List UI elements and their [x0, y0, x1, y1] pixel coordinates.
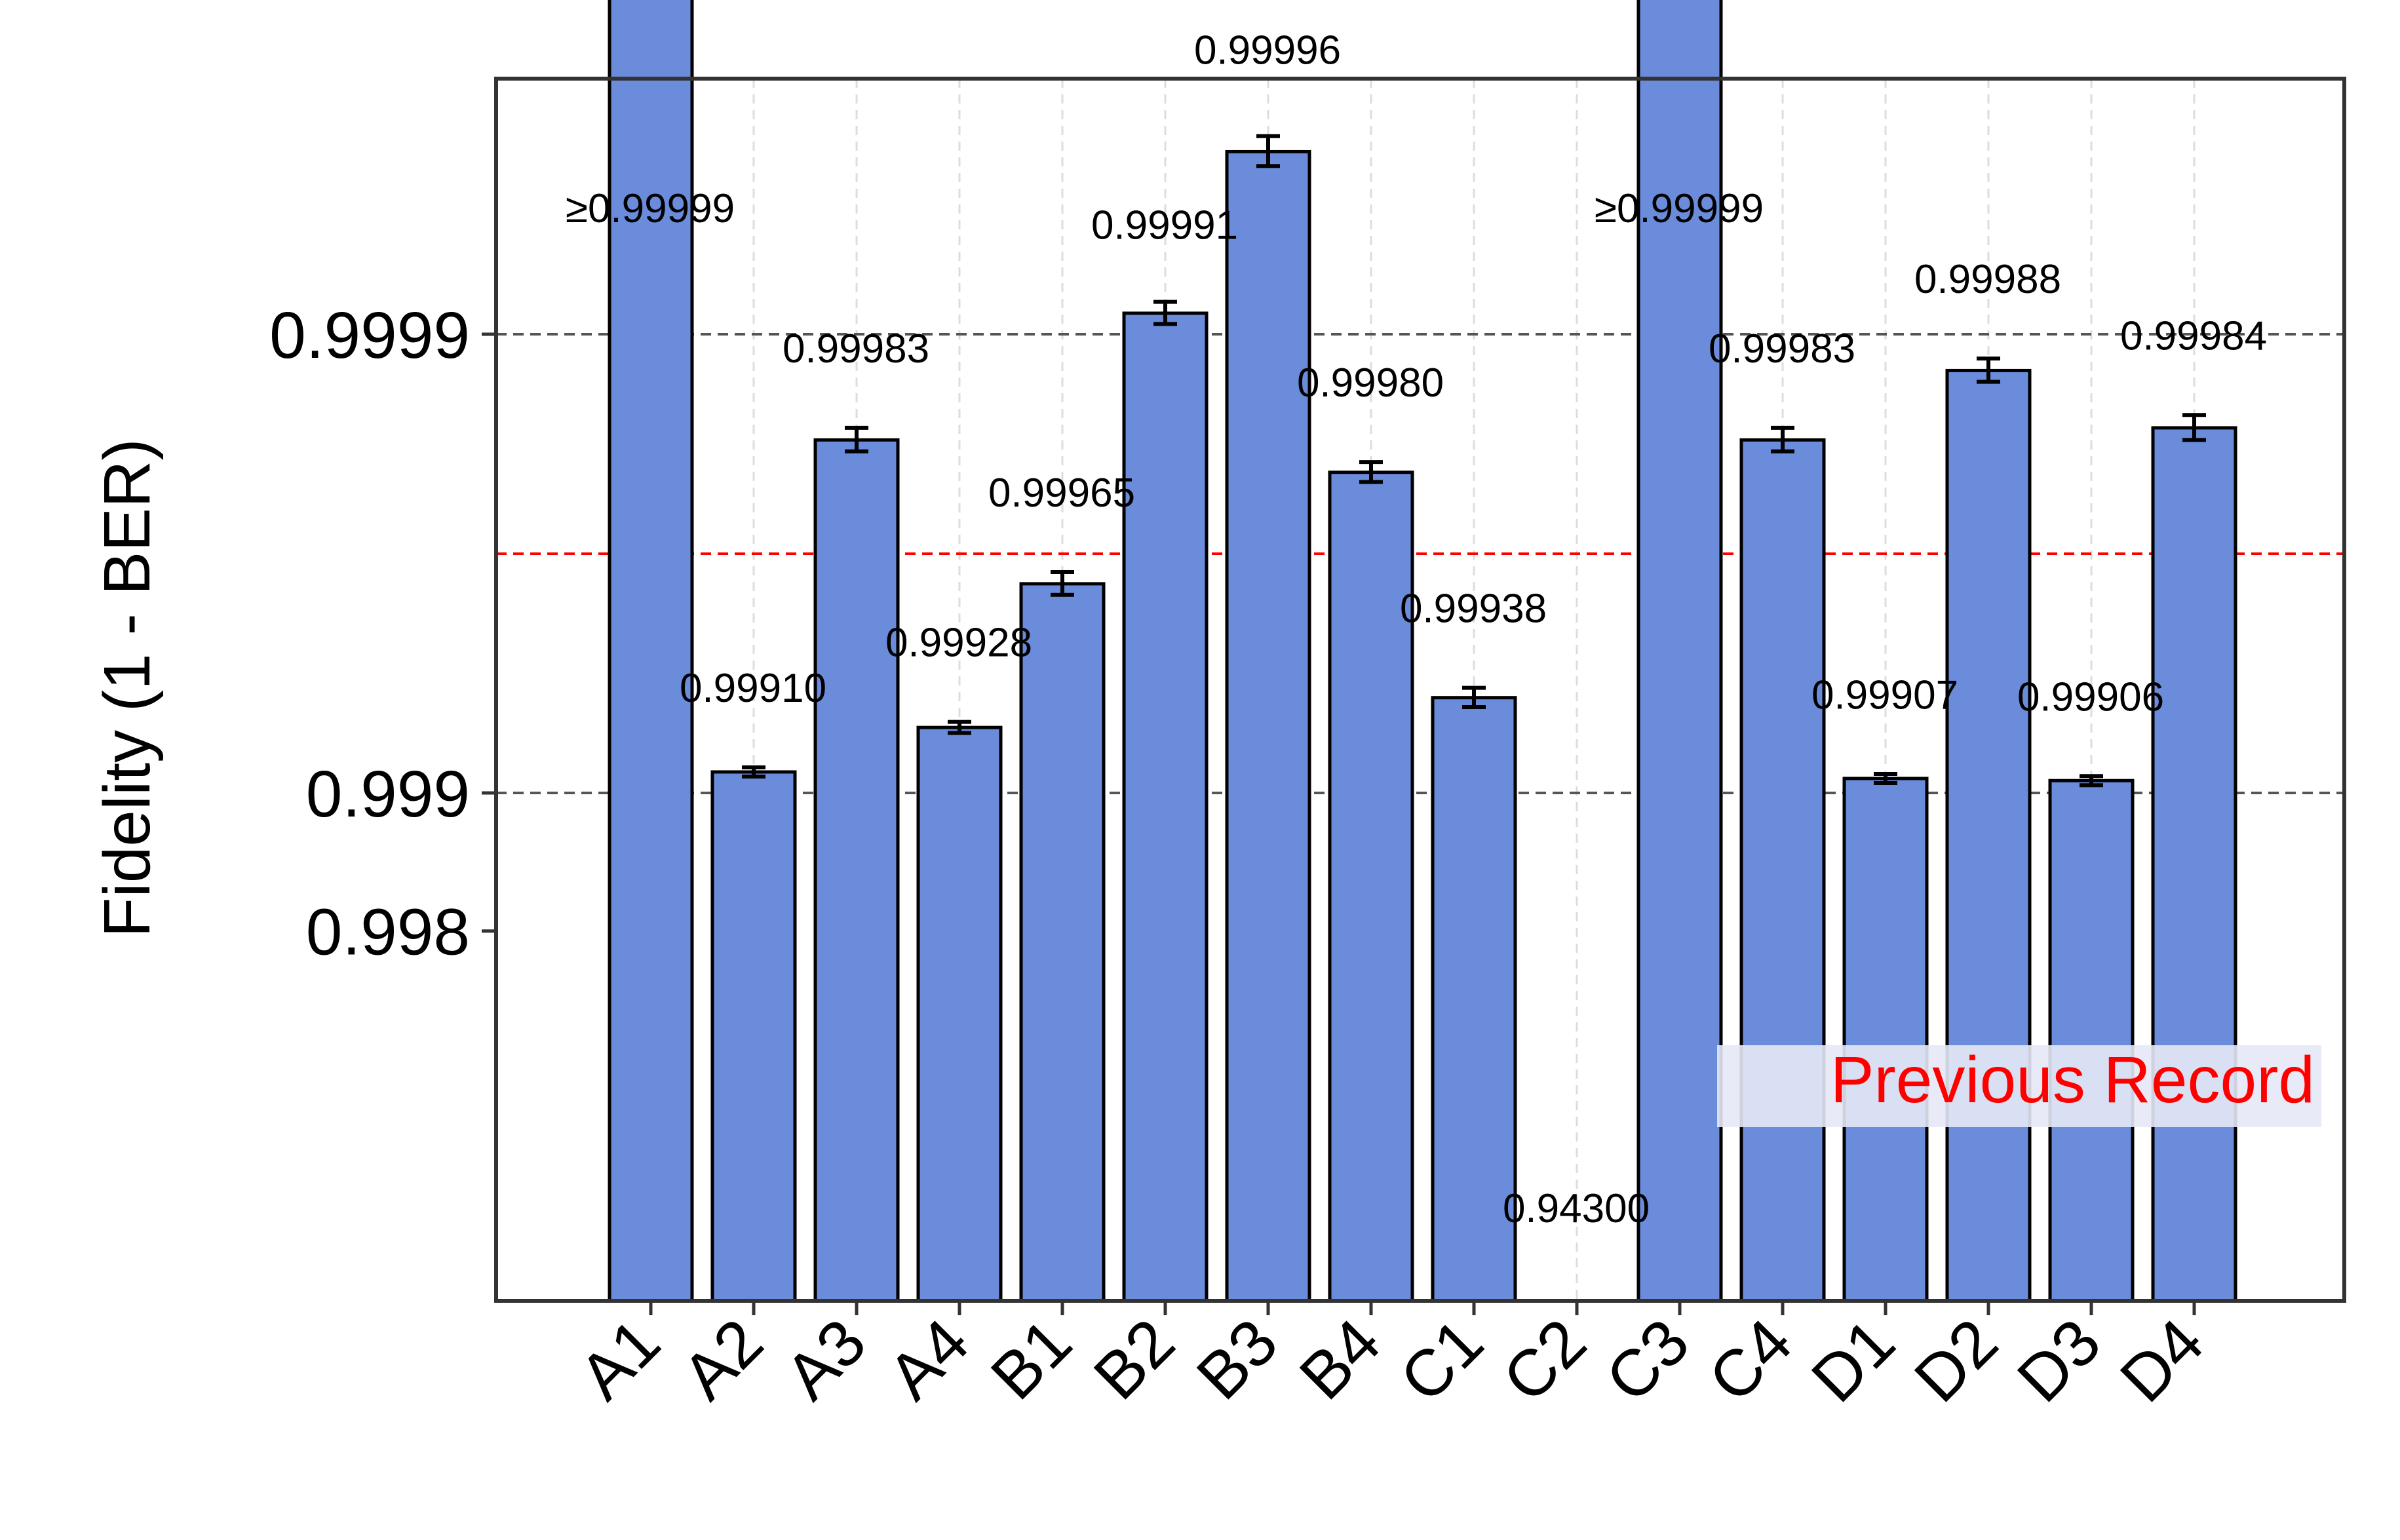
x-tick-label-A2: A2 [668, 1305, 777, 1414]
x-tick-label-C2: C2 [1489, 1305, 1600, 1416]
data-label-C4: 0.99983 [1709, 326, 1855, 372]
x-tick-label-B2: B2 [1080, 1305, 1189, 1414]
bar-A3 [813, 438, 900, 1303]
data-label-A3: 0.99983 [783, 326, 929, 372]
y-tick-label: 0.998 [306, 896, 470, 969]
data-label-B1: 0.99965 [988, 471, 1135, 516]
error-bar-A2 [742, 765, 765, 779]
data-label-C1: 0.99938 [1400, 587, 1547, 632]
bar-B4 [1328, 471, 1414, 1303]
data-label-C3: ≥0.99999 [1595, 186, 1764, 231]
bar-A2 [710, 770, 797, 1303]
x-tick-label-A3: A3 [771, 1305, 880, 1414]
x-tick-label-C1: C1 [1386, 1305, 1498, 1416]
data-label-B2: 0.99991 [1091, 203, 1238, 248]
plot-frame [494, 77, 2346, 1303]
data-label-C2: 0.94300 [1503, 1186, 1650, 1231]
error-bar-C1 [1462, 685, 1486, 710]
bar-A1 [608, 0, 694, 1303]
bar-B3 [1225, 149, 1311, 1303]
data-label-D3: 0.99906 [2017, 675, 2164, 720]
error-bar-B3 [1256, 134, 1280, 168]
x-tick-label-B3: B3 [1183, 1305, 1292, 1414]
bar-C1 [1431, 696, 1517, 1303]
bar-C4 [1739, 438, 1826, 1303]
error-bar-D4 [2182, 413, 2206, 442]
bar-D2 [1945, 368, 2032, 1303]
y-axis-title: Fidelity (1 - BER) [90, 438, 164, 937]
bars [608, 0, 2237, 1303]
data-label-B3: 0.99996 [1194, 28, 1341, 73]
bar-D1 [1842, 777, 1929, 1303]
error-bar-A3 [845, 425, 868, 453]
x-tick-label-D4: D4 [2106, 1305, 2218, 1416]
x-tick-label-B4: B4 [1286, 1305, 1395, 1414]
error-bar-B1 [1051, 569, 1074, 597]
error-bar-B4 [1359, 460, 1383, 484]
reference-lines [496, 333, 2344, 794]
x-tick-label-D3: D3 [2003, 1305, 2115, 1416]
error-bar-A4 [948, 720, 971, 735]
error-bars [742, 134, 2206, 788]
bar-B1 [1019, 582, 1106, 1303]
x-tick-label-C3: C3 [1592, 1305, 1703, 1416]
svg-text:Previous Record: Previous Record [1830, 1043, 2315, 1117]
previous-record-label: Previous Record [1717, 1043, 2321, 1127]
x-tick-label-C4: C4 [1695, 1305, 1806, 1416]
x-tick-label-D2: D2 [1901, 1305, 2012, 1416]
bar-D4 [2151, 426, 2237, 1303]
bar-B2 [1122, 311, 1209, 1303]
x-tick-label-A1: A1 [566, 1305, 674, 1414]
data-label-A2: 0.99910 [680, 666, 826, 711]
error-bar-D1 [1874, 771, 1897, 785]
data-label-B4: 0.99980 [1297, 360, 1444, 406]
data-label-A4: 0.99928 [885, 621, 1032, 666]
bar-C3 [1636, 0, 1723, 1303]
data-label-D4: 0.99984 [2120, 313, 2267, 358]
x-tick-label-D1: D1 [1798, 1305, 1909, 1416]
y-tick-label: 0.999 [306, 758, 470, 831]
error-bar-B2 [1153, 299, 1177, 326]
y-tick-label: 0.9999 [269, 299, 470, 372]
x-tick-label-B1: B1 [977, 1305, 1086, 1414]
bar-D3 [2048, 779, 2135, 1303]
error-bar-C4 [1771, 425, 1794, 453]
error-bar-D2 [1977, 356, 2000, 384]
data-labels: ≥0.99999 0.99910 0.99983 0.99928 0.99965 0.99… [566, 28, 2267, 1231]
error-bar-D3 [2080, 774, 2103, 788]
bar-A4 [916, 725, 1003, 1303]
data-label-D2: 0.99988 [1914, 257, 2061, 302]
x-tick-label-A4: A4 [874, 1305, 983, 1414]
data-label-A1: ≥0.99999 [566, 186, 735, 231]
data-label-D1: 0.99907 [1811, 672, 1958, 718]
